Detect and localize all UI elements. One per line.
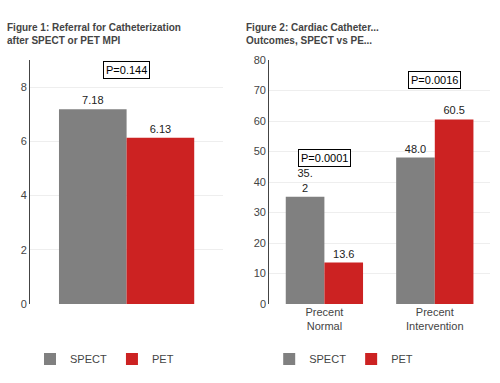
svg-text:60: 60	[254, 115, 266, 127]
svg-text:Figure 1: Referral for Cathete: Figure 1: Referral for Catheterizationaf…	[7, 22, 181, 46]
svg-text:P=0.144: P=0.144	[106, 64, 147, 76]
svg-text:PrecentNormal: PrecentNormal	[305, 306, 343, 332]
svg-text:6.13: 6.13	[150, 123, 171, 135]
svg-text:PrecentIntervention: PrecentIntervention	[406, 306, 463, 332]
svg-text:0: 0	[21, 298, 27, 310]
svg-text:60.5: 60.5	[443, 104, 464, 116]
svg-text:2: 2	[21, 244, 27, 256]
svg-text:35.2: 35.2	[297, 167, 312, 193]
svg-text:70: 70	[254, 84, 266, 96]
svg-text:P=0.0001: P=0.0001	[301, 152, 348, 164]
svg-text:SPECT: SPECT	[70, 353, 107, 365]
svg-text:80: 80	[254, 54, 266, 66]
svg-text:48.0: 48.0	[405, 143, 426, 155]
svg-text:P=0.0016: P=0.0016	[411, 74, 458, 86]
svg-text:50: 50	[254, 145, 266, 157]
svg-text:10: 10	[254, 267, 266, 279]
svg-text:PET: PET	[391, 353, 413, 365]
svg-text:4: 4	[21, 189, 27, 201]
svg-text:7.18: 7.18	[82, 94, 103, 106]
svg-text:13.6: 13.6	[333, 248, 354, 260]
svg-text:Figure 2: Cardiac Catheter...O: Figure 2: Cardiac Catheter...Outcomes, S…	[246, 22, 379, 46]
svg-text:40: 40	[254, 176, 266, 188]
svg-text:SPECT: SPECT	[309, 353, 346, 365]
svg-text:30: 30	[254, 206, 266, 218]
svg-text:20: 20	[254, 237, 266, 249]
svg-text:0: 0	[260, 298, 266, 310]
svg-text:6: 6	[21, 135, 27, 147]
svg-text:8: 8	[21, 81, 27, 93]
svg-text:PET: PET	[152, 353, 174, 365]
